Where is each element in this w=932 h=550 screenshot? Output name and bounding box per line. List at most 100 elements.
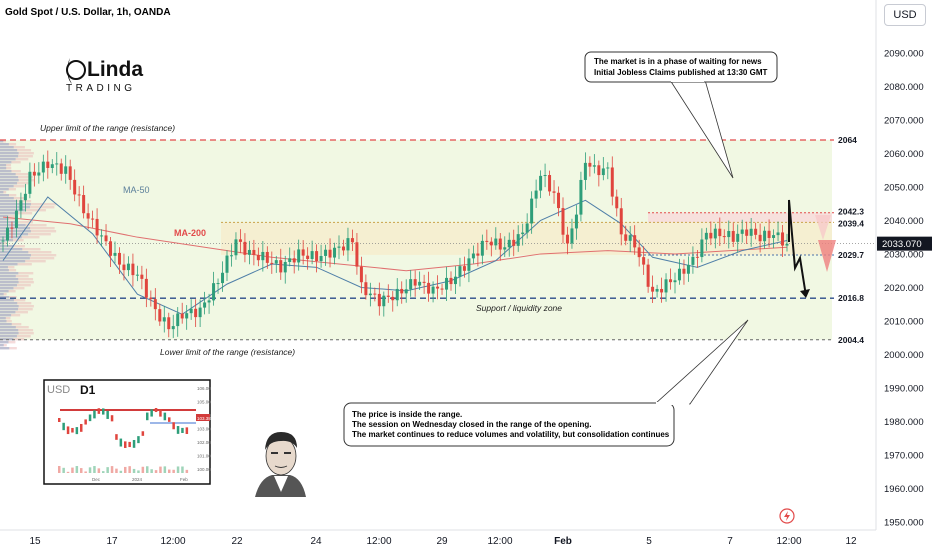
inset-volume bbox=[154, 470, 158, 473]
candle bbox=[324, 249, 328, 256]
candle bbox=[440, 288, 444, 290]
candle bbox=[391, 296, 395, 301]
candle bbox=[77, 194, 81, 196]
volume-profile-bar bbox=[0, 245, 14, 248]
candle bbox=[740, 229, 744, 234]
time-tick: 12:00 bbox=[366, 536, 391, 547]
volume-profile-bar bbox=[0, 224, 26, 227]
candle bbox=[274, 260, 278, 264]
price-tick: 1990.000 bbox=[884, 384, 924, 395]
inset-volume bbox=[168, 469, 171, 473]
inset-tick: 105.00 bbox=[197, 400, 211, 405]
candle bbox=[292, 258, 296, 263]
inset-volume bbox=[181, 466, 184, 473]
volume-profile-bar bbox=[0, 194, 9, 197]
candle bbox=[498, 238, 502, 250]
volume-profile-bar bbox=[0, 170, 12, 173]
candle bbox=[95, 218, 99, 236]
volume-profile-bar bbox=[0, 242, 4, 245]
candle bbox=[548, 175, 552, 192]
candle bbox=[59, 163, 63, 174]
candle bbox=[449, 277, 453, 285]
inset-volume bbox=[66, 471, 70, 473]
candle bbox=[382, 295, 386, 307]
price-tick: 2090.000 bbox=[884, 48, 924, 59]
ma50-label: MA-50 bbox=[123, 185, 150, 195]
candle bbox=[126, 263, 130, 271]
price-axis[interactable]: 2090.000 2080.000 2070.000 2060.000 2050.000… bbox=[877, 48, 932, 529]
candle bbox=[346, 238, 350, 251]
time-axis[interactable]: 15 17 12:00 22 24 12:00 29 12:00 Feb 5 7 12:00 12 bbox=[29, 536, 857, 547]
inset-candle bbox=[185, 427, 189, 435]
candle bbox=[539, 175, 543, 191]
volume-profile-bar bbox=[0, 155, 19, 158]
inset-volume bbox=[176, 466, 180, 473]
candle bbox=[722, 236, 726, 238]
candle bbox=[189, 308, 193, 314]
inset-volume bbox=[110, 466, 114, 473]
candle bbox=[507, 239, 511, 248]
candle bbox=[718, 228, 722, 237]
volume-profile-bar bbox=[0, 266, 8, 269]
volume-profile-bar bbox=[0, 209, 26, 212]
candle bbox=[561, 208, 565, 235]
ma200-line bbox=[2, 216, 788, 272]
inset-volume bbox=[146, 466, 149, 473]
inset-volume bbox=[88, 467, 92, 473]
price-tick: 2020.000 bbox=[884, 283, 924, 294]
candle bbox=[570, 228, 574, 244]
inset-candle bbox=[66, 426, 70, 435]
candle bbox=[140, 274, 144, 279]
candle bbox=[749, 228, 753, 236]
candle bbox=[198, 307, 202, 318]
candle bbox=[234, 239, 238, 256]
currency-button[interactable]: USD bbox=[884, 4, 926, 26]
candle bbox=[247, 249, 251, 255]
inset-candle bbox=[137, 436, 140, 444]
svg-text:Initial Jobless Claims publish: Initial Jobless Claims published at 13:3… bbox=[594, 68, 767, 77]
inset-tick: 103.00 bbox=[197, 427, 211, 432]
candle bbox=[117, 252, 121, 265]
author-portrait bbox=[255, 432, 306, 497]
price-tick: 2010.000 bbox=[884, 316, 924, 327]
inset-volume bbox=[159, 466, 162, 473]
volume-profile-bar bbox=[0, 305, 19, 308]
candle bbox=[368, 293, 372, 296]
candle bbox=[525, 223, 529, 233]
volume-profile-bar bbox=[0, 227, 31, 230]
candle bbox=[763, 230, 767, 242]
inset-candle bbox=[154, 408, 158, 413]
candle bbox=[216, 283, 220, 285]
candle bbox=[552, 191, 556, 193]
candle bbox=[713, 228, 717, 239]
inset-candle bbox=[110, 415, 114, 422]
candle bbox=[682, 268, 686, 274]
inset-volume bbox=[71, 467, 74, 473]
candle bbox=[476, 253, 480, 256]
candle bbox=[418, 281, 422, 286]
candle bbox=[453, 276, 457, 285]
candle bbox=[10, 227, 14, 229]
candle bbox=[207, 300, 211, 303]
volume-profile-bar bbox=[0, 347, 10, 350]
news-callout: The market is in a phase of waiting for … bbox=[584, 51, 778, 179]
candle bbox=[261, 251, 265, 261]
candle bbox=[494, 238, 498, 246]
inset-volume bbox=[172, 469, 175, 473]
inset-volume bbox=[115, 468, 118, 473]
resistance-zone bbox=[648, 212, 832, 223]
candle bbox=[471, 253, 475, 259]
event-icon[interactable] bbox=[779, 508, 795, 524]
candle bbox=[32, 171, 36, 176]
inset-volume bbox=[137, 470, 140, 473]
candle bbox=[413, 279, 417, 286]
candle bbox=[530, 198, 534, 224]
level-label: 2064 bbox=[838, 135, 857, 145]
candle bbox=[574, 214, 578, 229]
lower-limit-label: Lower limit of the range (resistance) bbox=[160, 347, 295, 357]
volume-profile-bar bbox=[0, 311, 16, 314]
current-price-label: 2033.070 bbox=[882, 239, 922, 250]
candle bbox=[754, 228, 758, 235]
